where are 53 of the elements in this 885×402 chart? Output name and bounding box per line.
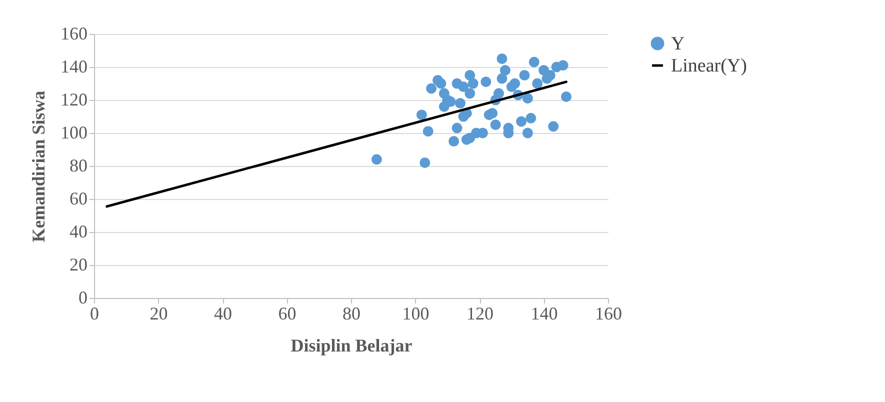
- point: [480, 76, 492, 88]
- point: [560, 91, 572, 102]
- y-tick-label: 20: [70, 254, 88, 274]
- point: [464, 70, 476, 80]
- y-tick-label: 40: [70, 222, 88, 242]
- y-tick-label: 100: [60, 122, 88, 142]
- x-tick-label: 80: [342, 304, 360, 324]
- y-tick-label: 0: [78, 288, 88, 308]
- point: [420, 157, 430, 168]
- point: [454, 98, 466, 109]
- legend-label: Linear(Y): [671, 56, 747, 76]
- y-tick-label: 140: [60, 56, 88, 76]
- legend-label: Y: [671, 34, 685, 54]
- point: [496, 54, 508, 64]
- point: [448, 136, 460, 146]
- y-tick-label: 120: [60, 90, 88, 110]
- point: [548, 121, 559, 132]
- point: [464, 132, 476, 144]
- point: [516, 116, 527, 127]
- point: [522, 93, 533, 104]
- y-tick-label: 60: [70, 188, 88, 208]
- x-tick-label: 100: [402, 304, 430, 324]
- point: [496, 73, 508, 84]
- point: [371, 154, 382, 165]
- x-tick-label: 60: [278, 304, 296, 324]
- point: [532, 78, 543, 89]
- point: [519, 70, 530, 80]
- point: [510, 78, 520, 89]
- x-tick-label: 40: [214, 304, 232, 324]
- point: [426, 83, 437, 94]
- point: [422, 126, 434, 137]
- point: [500, 65, 510, 76]
- point: [558, 60, 568, 71]
- point: [490, 120, 501, 130]
- point: [464, 88, 476, 99]
- y-axis-title: Kemandirian Siswa: [28, 90, 48, 242]
- x-tick-label: 160: [595, 304, 622, 324]
- point: [436, 78, 446, 89]
- point: [528, 56, 540, 68]
- point: [487, 108, 498, 118]
- point: [458, 82, 469, 92]
- x-tick-label: 120: [466, 304, 494, 324]
- x-axis-title: Disiplin Belajar: [290, 336, 412, 356]
- point: [416, 110, 427, 120]
- y-tick-label: 160: [60, 24, 88, 44]
- point: [494, 88, 504, 99]
- y-tick-label: 80: [70, 156, 88, 176]
- point: [526, 112, 536, 124]
- x-tick-label: 140: [530, 304, 558, 324]
- point: [452, 122, 462, 134]
- x-tick-label: 20: [150, 304, 168, 324]
- point: [522, 128, 533, 138]
- point: [468, 78, 478, 89]
